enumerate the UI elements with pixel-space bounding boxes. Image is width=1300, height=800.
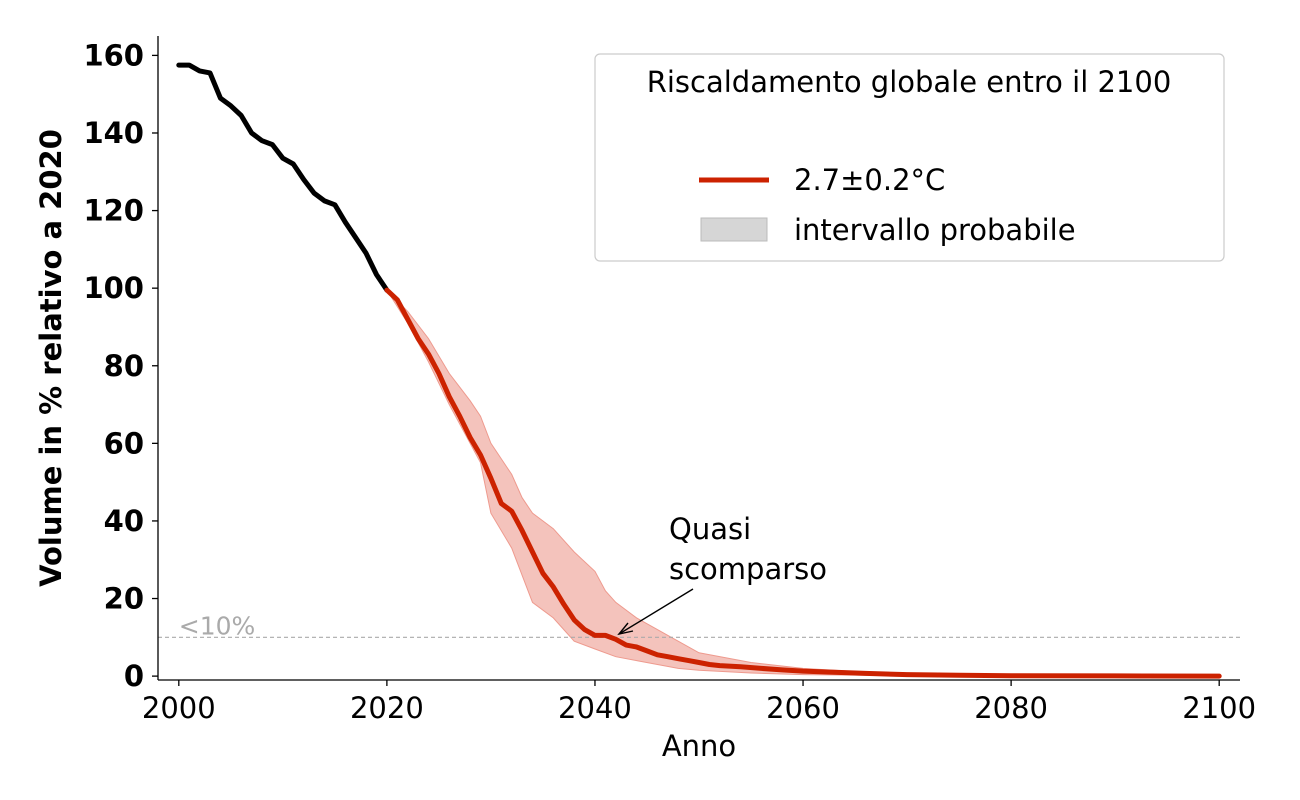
y-axis-title: Volume in % relativo a 2020 <box>34 129 68 587</box>
likely-range-band <box>386 289 1220 677</box>
likely-range-band-layer <box>386 289 1220 677</box>
x-tick-label: 2000 <box>142 691 216 725</box>
y-tick-label: 40 <box>104 504 144 538</box>
y-tick-label: 160 <box>83 38 144 72</box>
annotation-arrow-head <box>617 622 634 636</box>
annotation-text: Quasi scomparso <box>669 512 827 586</box>
annotation-line-1: Quasi <box>669 512 751 546</box>
x-tick-layer: 2000 2020 2040 2060 2080 2100 <box>142 680 1256 725</box>
x-tick-label: 2100 <box>1182 691 1256 725</box>
x-axis-title: Anno <box>662 729 736 763</box>
annotation-line-2: scomparso <box>669 552 827 586</box>
axes <box>157 36 1240 681</box>
x-tick-label: 2080 <box>974 691 1048 725</box>
y-tick-label: 80 <box>104 349 144 383</box>
y-tick-layer: 0 20 40 60 80 100 120 140 160 <box>83 38 158 693</box>
legend-frame <box>594 53 1225 262</box>
historical-line <box>176 62 390 293</box>
series-line-layer <box>176 62 1222 679</box>
y-tick-label: 60 <box>104 426 144 460</box>
legend-entry-line: 2.7±0.2°C <box>794 163 945 197</box>
x-tick-label: 2060 <box>766 691 840 725</box>
y-tick-label: 0 <box>124 659 144 693</box>
legend-title: Riscaldamento globale entro il 2100 <box>647 65 1172 99</box>
x-tick-label: 2020 <box>350 691 424 725</box>
legend-entry-band: intervallo probabile <box>794 213 1076 247</box>
y-tick-label: 20 <box>104 582 144 616</box>
annotation-arrow-shaft <box>618 588 694 635</box>
y-tick-label: 140 <box>83 116 144 150</box>
projection-line <box>384 287 1222 679</box>
legend: Riscaldamento globale entro il 2100 2.7±… <box>594 53 1225 262</box>
annotation: Quasi scomparso <box>617 512 827 636</box>
x-tick-label: 2040 <box>558 691 632 725</box>
legend-band-swatch <box>700 217 768 242</box>
y-tick-label: 100 <box>83 271 144 305</box>
y-tick-label: 120 <box>83 194 144 228</box>
threshold-label: <10% <box>179 611 256 640</box>
threshold-layer: <10% <box>158 611 1240 640</box>
